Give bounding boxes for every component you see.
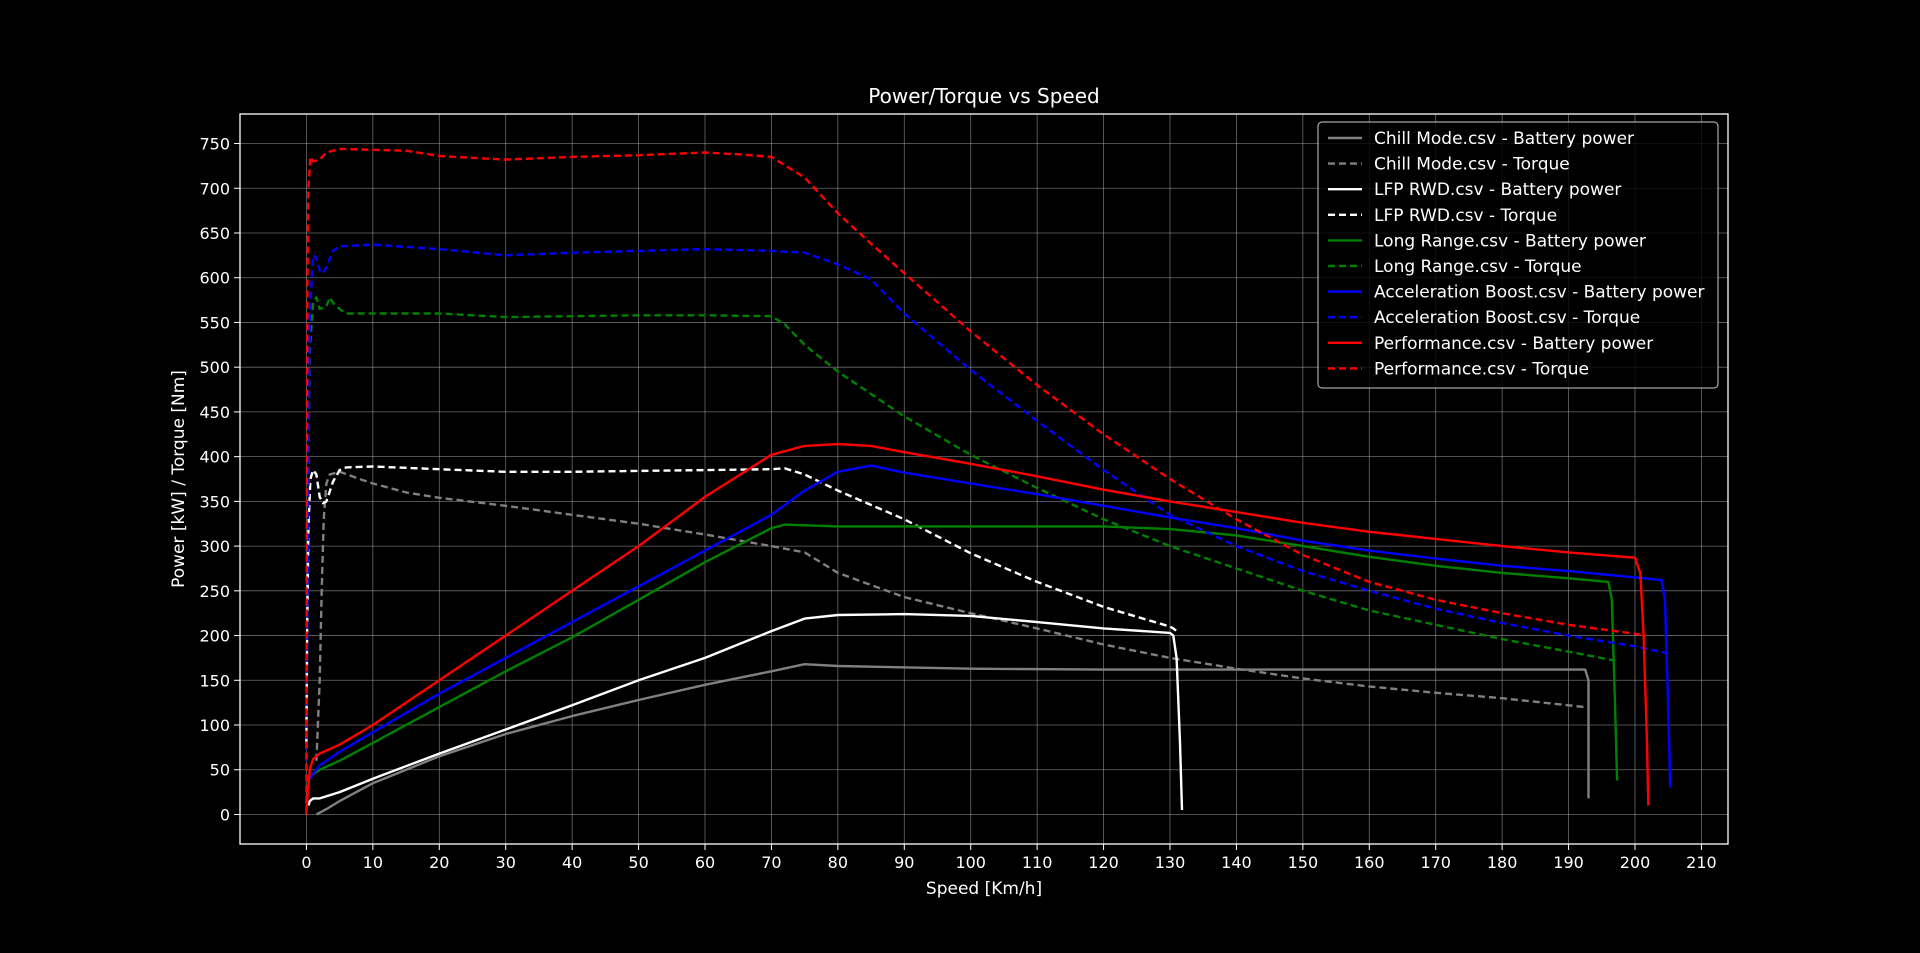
y-tick-label: 200 <box>199 627 230 646</box>
series-line-chill-mode-torque <box>315 470 1586 761</box>
x-tick-label: 90 <box>894 853 914 872</box>
chart-title: Power/Torque vs Speed <box>868 84 1099 108</box>
x-tick-label: 180 <box>1487 853 1518 872</box>
series-line-performance-battery-power <box>305 442 1650 811</box>
legend-entry-label: Acceleration Boost.csv - Battery power <box>1374 283 1705 303</box>
x-tick-label: 210 <box>1686 853 1717 872</box>
legend-entry-label: Long Range.csv - Battery power <box>1374 231 1646 251</box>
x-tick-label: 80 <box>828 853 848 872</box>
y-tick-label: 100 <box>199 716 230 735</box>
legend-entry-label: Chill Mode.csv - Torque <box>1374 155 1570 175</box>
x-tick-label: 140 <box>1221 853 1252 872</box>
y-tick-label: 150 <box>199 671 230 690</box>
y-tick-label: 400 <box>199 448 230 467</box>
x-tick-label: 130 <box>1155 853 1186 872</box>
y-tick-label: 50 <box>210 761 230 780</box>
legend-entry-label: LFP RWD.csv - Torque <box>1374 206 1557 226</box>
series-line-long-range-battery-power <box>308 523 1619 781</box>
x-tick-label: 150 <box>1288 853 1319 872</box>
x-tick-label: 120 <box>1088 853 1119 872</box>
x-tick-label: 160 <box>1354 853 1385 872</box>
y-tick-label: 300 <box>199 537 230 556</box>
series-layer <box>305 147 1672 816</box>
x-axis-ticks: 0 10 20 30 40 50 60 70 80 90 100 110 120 130 140 150 160… <box>301 844 1717 872</box>
y-axis-ticks: 0 50 100 150 200 250 300 350 400 450 500 550 600 650 7… <box>199 135 240 824</box>
y-tick-label: 350 <box>199 492 230 511</box>
x-tick-label: 170 <box>1420 853 1451 872</box>
series-line-lfp-rwd-torque <box>305 465 1178 743</box>
legend-entry-label: Performance.csv - Torque <box>1374 359 1589 379</box>
series-line-long-range-torque <box>305 296 1616 761</box>
x-tick-label: 10 <box>363 853 383 872</box>
legend-box <box>1317 121 1719 389</box>
y-axis-label: Power [kW] / Torque [Nm] <box>169 370 189 588</box>
x-tick-label: 0 <box>301 853 311 872</box>
x-tick-label: 50 <box>628 853 648 872</box>
series-line-chill-mode-battery-power <box>315 663 1590 816</box>
y-tick-label: 250 <box>199 582 230 601</box>
legend: Chill Mode.csv - Battery power Chill Mode… <box>1317 121 1719 389</box>
y-tick-label: 450 <box>199 403 230 422</box>
plot-frame <box>239 113 1729 845</box>
x-tick-label: 40 <box>562 853 582 872</box>
x-tick-label: 190 <box>1553 853 1584 872</box>
x-axis-label: Speed [Km/h] <box>926 879 1042 899</box>
legend-entry-label: Long Range.csv - Torque <box>1374 257 1582 277</box>
legend-entry-label: Acceleration Boost.csv - Torque <box>1374 308 1640 328</box>
y-tick-label: 750 <box>199 135 230 154</box>
series-line-acceleration-boost-battery-power <box>308 464 1672 788</box>
legend-entry-label: Performance.csv - Battery power <box>1374 334 1653 354</box>
y-tick-label: 0 <box>220 805 230 824</box>
series-line-lfp-rwd-battery-power <box>307 612 1184 811</box>
series-line-acceleration-boost-torque <box>305 243 1669 761</box>
x-tick-label: 110 <box>1022 853 1053 872</box>
y-tick-label: 650 <box>199 224 230 243</box>
y-tick-label: 600 <box>199 269 230 288</box>
x-tick-label: 100 <box>955 853 986 872</box>
y-tick-label: 500 <box>199 358 230 377</box>
series-line-performance-torque <box>305 147 1646 815</box>
x-tick-label: 30 <box>496 853 516 872</box>
x-tick-label: 200 <box>1620 853 1651 872</box>
x-tick-label: 60 <box>695 853 715 872</box>
y-tick-label: 550 <box>199 313 230 332</box>
x-tick-label: 20 <box>429 853 449 872</box>
x-tick-label: 70 <box>761 853 781 872</box>
y-tick-label: 700 <box>199 179 230 198</box>
legend-entry-label: LFP RWD.csv - Battery power <box>1374 180 1621 200</box>
legend-entry-label: Chill Mode.csv - Battery power <box>1374 129 1634 149</box>
